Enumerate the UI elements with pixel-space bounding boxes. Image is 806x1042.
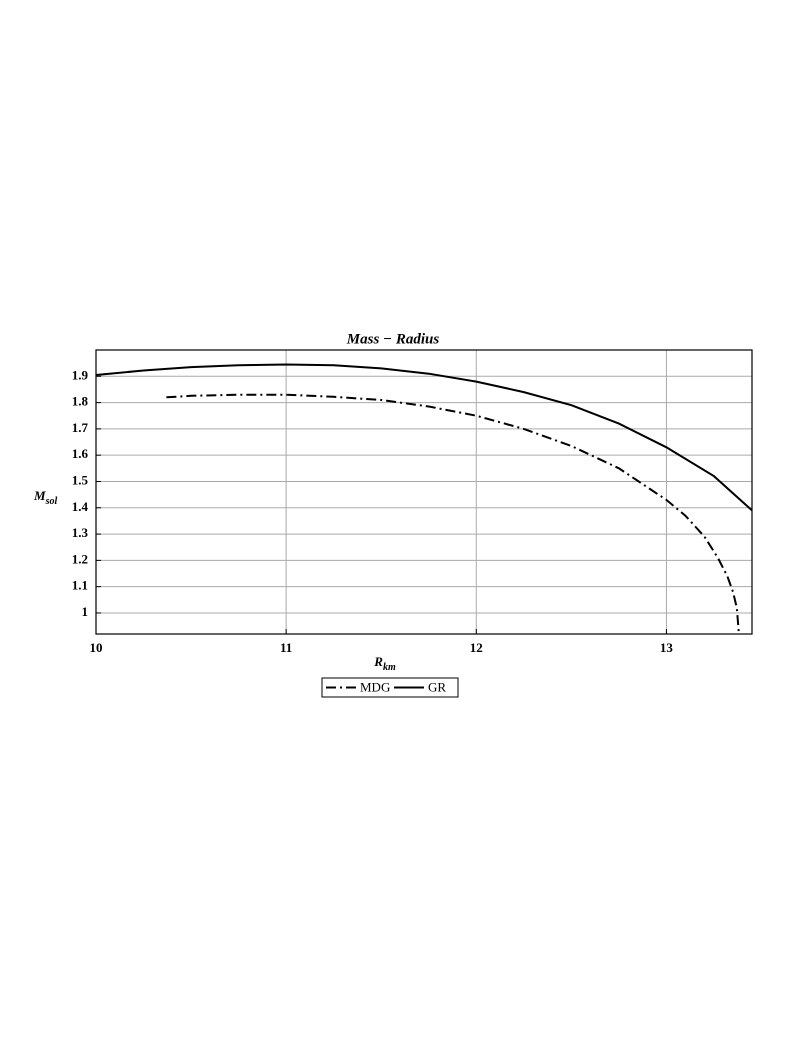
y-tick-label: 1 <box>82 604 89 619</box>
x-axis-label: Rkm <box>373 654 396 673</box>
y-tick-label: 1.1 <box>72 578 88 593</box>
x-label-sub: km <box>383 662 396 673</box>
chart-title: Mass − Radius <box>346 331 440 347</box>
legend-box <box>321 677 459 698</box>
x-tick-label: 11 <box>280 640 292 655</box>
legend-label: GR <box>428 679 446 694</box>
y-tick-label: 1.8 <box>72 394 89 409</box>
x-tick-label: 12 <box>470 640 483 655</box>
y-tick-label: 1.9 <box>72 367 89 382</box>
legend-label: MDG <box>360 679 390 694</box>
x-label-main: R <box>373 654 383 669</box>
y-tick-label: 1.2 <box>72 551 88 566</box>
y-tick-label: 1.6 <box>72 446 89 461</box>
y-tick-label: 1.4 <box>72 499 89 514</box>
y-label-sub: sol <box>45 496 58 507</box>
y-tick-label: 1.3 <box>72 525 89 540</box>
y-tick-label: 1.7 <box>72 420 89 435</box>
plot-frame <box>95 349 753 635</box>
y-tick-label: 1.5 <box>72 472 89 487</box>
x-tick-label: 13 <box>660 640 674 655</box>
series-line <box>95 363 753 512</box>
y-label-main: M <box>33 488 46 503</box>
y-axis-label: Msol <box>33 488 57 507</box>
x-tick-label: 10 <box>90 640 103 655</box>
series-line <box>166 393 740 632</box>
